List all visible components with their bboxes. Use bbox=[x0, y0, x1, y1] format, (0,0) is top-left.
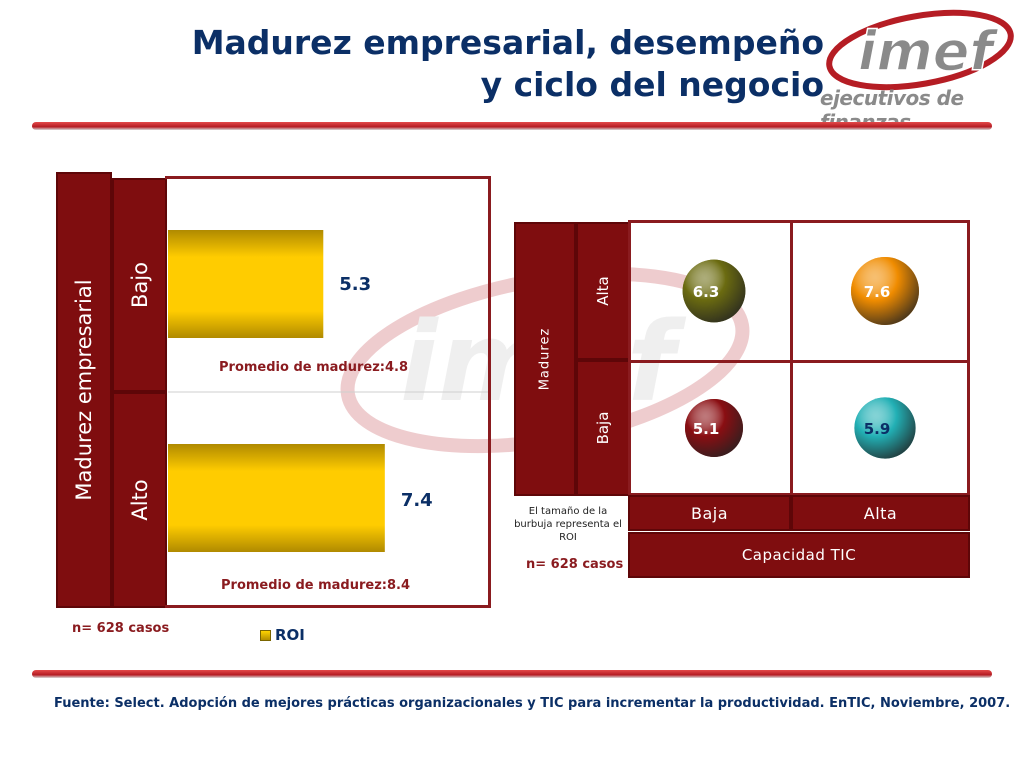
x-category-alta: Alta bbox=[863, 503, 898, 523]
page-title: Madurez empresarial, desempeño y ciclo d… bbox=[124, 22, 824, 106]
x-category-box-baja: Baja bbox=[628, 495, 791, 531]
y-category-box-alta: Alta bbox=[576, 222, 630, 360]
y-title-box: Madurez bbox=[514, 222, 576, 496]
legend-label-roi: ROI bbox=[275, 626, 305, 644]
bubble-label-alta-baja: 6.3 bbox=[693, 283, 720, 301]
bubble-shading bbox=[854, 397, 916, 459]
logo-text: imef bbox=[858, 20, 999, 83]
annotation-promedio-alto: Promedio de madurez:8.4 bbox=[221, 578, 411, 593]
header-divider bbox=[32, 122, 992, 130]
sample-note-right: n= 628 casos bbox=[526, 557, 624, 572]
logo-subtext: ejecutivos de finanzas bbox=[820, 86, 964, 134]
sample-note-left: n= 628 casos bbox=[72, 621, 170, 636]
x-category-box-alta: Alta bbox=[791, 495, 970, 531]
legend-swatch-roi bbox=[260, 629, 271, 641]
x-title-box: Capacidad TIC bbox=[628, 532, 970, 578]
bar-value-label-alto: 7.4 bbox=[401, 490, 433, 511]
bubble-shading bbox=[682, 259, 746, 323]
matrix-grid bbox=[628, 220, 970, 496]
bubble-label-baja-alta: 5.9 bbox=[864, 420, 891, 438]
bubble-label-baja-baja: 5.1 bbox=[693, 420, 720, 438]
bubble-shading bbox=[685, 399, 743, 457]
axis-title-box: Madurez empresarial bbox=[56, 172, 112, 608]
annotation-promedio-bajo: Promedio de madurez:4.8 bbox=[219, 360, 409, 375]
grid-divider-horizontal bbox=[631, 360, 967, 363]
title-line-2: y ciclo del negocio bbox=[480, 65, 824, 104]
grid-divider-vertical bbox=[790, 223, 793, 493]
category-box-bajo: Bajo bbox=[112, 178, 167, 392]
title-line-1: Madurez empresarial, desempeño bbox=[191, 23, 824, 62]
bar-plot-frame bbox=[165, 176, 491, 608]
bar-bajo bbox=[168, 230, 324, 338]
category-box-alto: Alto bbox=[112, 392, 167, 608]
bubble-shading bbox=[851, 257, 919, 325]
source-note: Fuente: Select. Adopción de mejores prác… bbox=[54, 696, 1011, 711]
x-category-baja: Baja bbox=[690, 503, 729, 523]
footer-divider bbox=[32, 670, 992, 678]
x-title: Capacidad TIC bbox=[741, 546, 857, 564]
bar-value-label-bajo: 5.3 bbox=[339, 274, 371, 295]
chart-legend: ROI bbox=[260, 626, 305, 644]
bubble-size-note: El tamaño de la burbuja representa el RO… bbox=[514, 506, 622, 543]
imef-logo: imef bbox=[826, 9, 1014, 91]
bubble-label-alta-alta: 7.6 bbox=[864, 283, 891, 301]
bar-alto bbox=[168, 444, 385, 552]
